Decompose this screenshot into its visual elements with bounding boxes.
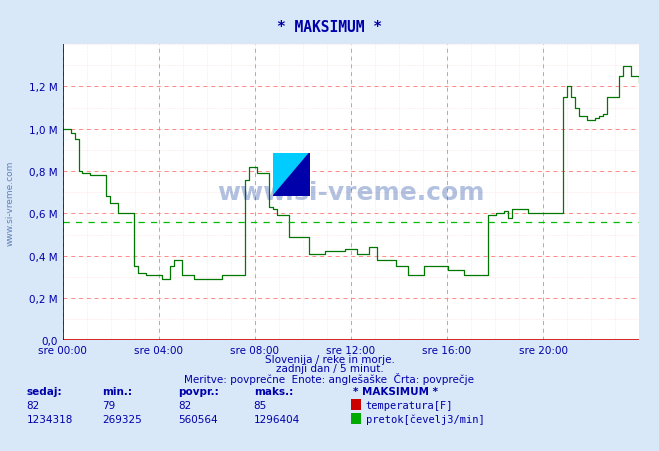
Text: Meritve: povprečne  Enote: anglešaške  Črta: povprečje: Meritve: povprečne Enote: anglešaške Črt…	[185, 372, 474, 384]
Text: 1296404: 1296404	[254, 414, 300, 423]
Text: 85: 85	[254, 400, 267, 410]
Text: * MAKSIMUM *: * MAKSIMUM *	[353, 387, 438, 396]
Text: Slovenija / reke in morje.: Slovenija / reke in morje.	[264, 354, 395, 364]
Text: 269325: 269325	[102, 414, 142, 423]
Text: temperatura[F]: temperatura[F]	[366, 400, 453, 410]
Text: 560564: 560564	[178, 414, 217, 423]
Polygon shape	[273, 153, 310, 196]
Text: min.:: min.:	[102, 387, 132, 396]
Text: www.si-vreme.com: www.si-vreme.com	[217, 181, 484, 205]
Text: povpr.:: povpr.:	[178, 387, 219, 396]
Text: pretok[čevelj3/min]: pretok[čevelj3/min]	[366, 413, 484, 423]
Text: zadnji dan / 5 minut.: zadnji dan / 5 minut.	[275, 363, 384, 373]
Text: * MAKSIMUM *: * MAKSIMUM *	[277, 20, 382, 35]
Text: 82: 82	[26, 400, 40, 410]
Text: sedaj:: sedaj:	[26, 387, 62, 396]
Polygon shape	[273, 153, 310, 196]
Text: 1234318: 1234318	[26, 414, 72, 423]
Text: 79: 79	[102, 400, 115, 410]
Text: maks.:: maks.:	[254, 387, 293, 396]
Text: www.si-vreme.com: www.si-vreme.com	[5, 161, 14, 245]
Text: 82: 82	[178, 400, 191, 410]
